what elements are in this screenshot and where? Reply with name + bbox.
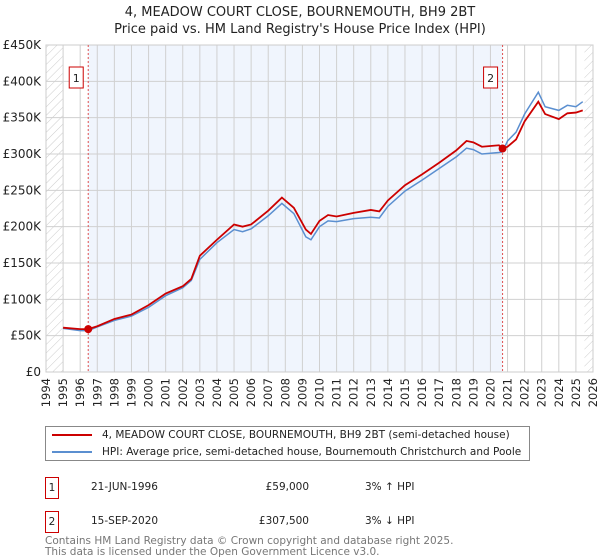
x-tick-label: 2005 xyxy=(227,378,241,407)
x-tick-label: 2006 xyxy=(244,378,258,407)
transaction-delta: 3% ↓ HPI xyxy=(365,515,415,527)
legend-swatch-red xyxy=(52,434,92,436)
y-tick-label: £300K xyxy=(3,147,43,161)
x-tick-label: 1996 xyxy=(73,378,87,407)
legend-item-hpi: HPI: Average price, semi-detached house,… xyxy=(52,444,521,460)
x-tick-label: 2007 xyxy=(261,378,275,407)
annotation-label: 1 xyxy=(73,72,80,85)
legend: 4, MEADOW COURT CLOSE, BOURNEMOUTH, BH9 … xyxy=(45,426,530,461)
x-tick-label: 1998 xyxy=(107,378,121,407)
y-tick-label: £350K xyxy=(3,111,43,125)
marker-badge: 2 xyxy=(45,511,59,533)
no-data-hatch-right xyxy=(584,45,593,372)
x-tick-label: 2023 xyxy=(535,378,549,407)
annotation-label: 2 xyxy=(487,72,494,85)
y-tick-label: £150K xyxy=(3,256,43,270)
highlight-band xyxy=(88,45,503,372)
transaction-date: 15-SEP-2020 xyxy=(91,515,159,527)
x-tick-label: 2026 xyxy=(586,378,600,407)
plot-border xyxy=(45,44,594,373)
hpi-series-line xyxy=(62,90,584,332)
sale-point xyxy=(84,325,93,334)
y-tick-label: £400K xyxy=(3,74,43,88)
x-tick-label: 2001 xyxy=(159,378,173,407)
legend-item-price: 4, MEADOW COURT CLOSE, BOURNEMOUTH, BH9 … xyxy=(52,427,510,443)
legend-label: 4, MEADOW COURT CLOSE, BOURNEMOUTH, BH9 … xyxy=(102,429,510,441)
y-tick-label: £200K xyxy=(3,220,43,234)
transaction-price: £307,500 xyxy=(258,515,309,527)
transaction-delta: 3% ↑ HPI xyxy=(365,481,415,493)
x-tick-label: 1997 xyxy=(90,378,104,407)
chart-title: 4, MEADOW COURT CLOSE, BOURNEMOUTH, BH9 … xyxy=(124,5,476,20)
legend-label: HPI: Average price, semi-detached house,… xyxy=(102,446,522,458)
x-tick-label: 2018 xyxy=(449,378,463,407)
transaction-date: 21-JUN-1996 xyxy=(91,481,158,493)
marker-badge: 1 xyxy=(45,477,59,499)
x-tick-label: 2000 xyxy=(142,378,156,407)
legend-swatch-blue xyxy=(52,451,92,453)
x-tick-label: 2012 xyxy=(347,378,361,407)
x-tick-label: 2013 xyxy=(364,378,378,407)
x-tick-label: 2004 xyxy=(210,378,224,407)
no-data-hatch-left xyxy=(46,45,64,372)
x-tick-label: 1995 xyxy=(56,378,70,407)
transaction-row: 1 21-JUN-1996 £59,000 3% ↑ HPI xyxy=(45,477,545,499)
y-tick-label: £0 xyxy=(26,365,41,379)
x-tick-label: 2014 xyxy=(381,378,395,407)
sale-point xyxy=(498,144,507,153)
chart-subtitle: Price paid vs. HM Land Registry's House … xyxy=(114,22,486,37)
footer-line: This data is licensed under the Open Gov… xyxy=(45,546,380,558)
x-tick-label: 2021 xyxy=(501,378,515,407)
y-tick-label: £100K xyxy=(3,292,43,306)
x-tick-label: 2019 xyxy=(466,378,480,407)
annotation-box xyxy=(483,66,499,89)
y-tick-label: £50K xyxy=(10,329,42,343)
x-tick-label: 2020 xyxy=(483,378,497,407)
x-tick-label: 1994 xyxy=(39,378,53,407)
x-tick-label: 2002 xyxy=(176,378,190,407)
footer: Contains HM Land Registry data © Crown c… xyxy=(45,536,453,558)
x-tick-label: 2017 xyxy=(432,378,446,407)
price-paid-series-line xyxy=(63,99,584,331)
x-tick-label: 2024 xyxy=(552,378,566,407)
transaction-price: £59,000 xyxy=(265,481,309,493)
transaction-row: 2 15-SEP-2020 £307,500 3% ↓ HPI xyxy=(45,511,545,533)
x-tick-label: 1999 xyxy=(124,378,138,407)
x-tick-label: 2003 xyxy=(193,378,207,407)
x-tick-label: 2009 xyxy=(295,378,309,407)
annotation-box xyxy=(68,66,84,89)
footer-line: Contains HM Land Registry data © Crown c… xyxy=(45,535,454,547)
x-tick-label: 2015 xyxy=(398,378,412,407)
x-tick-label: 2025 xyxy=(569,378,583,407)
x-tick-label: 2022 xyxy=(518,378,532,407)
x-tick-label: 2016 xyxy=(415,378,429,407)
x-tick-label: 2008 xyxy=(278,378,292,407)
y-tick-label: £250K xyxy=(3,183,43,197)
plot-area: 1994 1995 1996 1997 1998 1999 2000 2001 2002 2003… xyxy=(3,38,600,407)
x-tick-label: 2010 xyxy=(313,378,327,407)
x-tick-label: 2011 xyxy=(330,378,344,407)
y-tick-label: £450K xyxy=(3,38,43,52)
